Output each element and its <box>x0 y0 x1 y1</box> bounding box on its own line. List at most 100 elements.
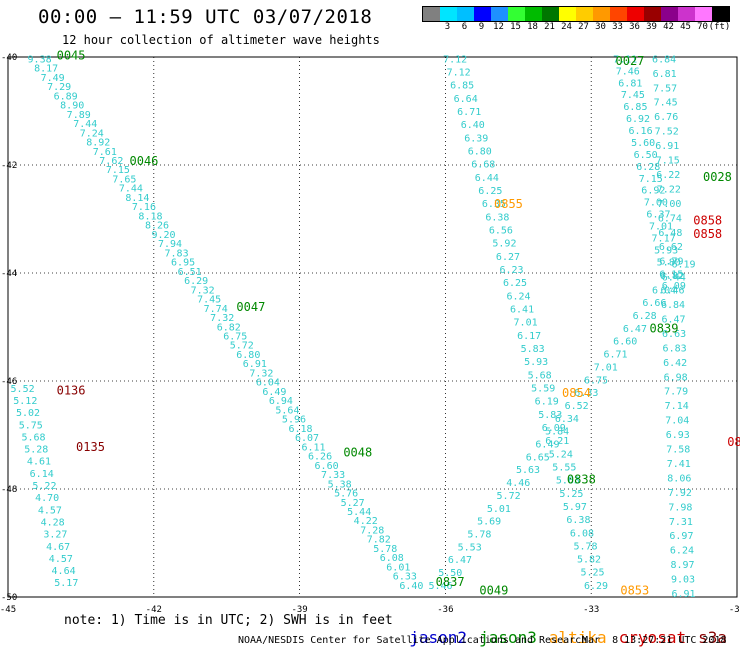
wave-height-value: 6.21 <box>545 436 569 447</box>
wave-height-value: 5.17 <box>54 578 78 589</box>
x-tick-label: -39 <box>291 605 307 615</box>
track: 9.388.177.497.296.898.907.897.447.248.92… <box>28 54 424 592</box>
x-tick-label: -36 <box>437 605 453 615</box>
wave-height-value: 7.83 <box>165 248 189 259</box>
wave-height-value: 7.04 <box>665 416 689 427</box>
wave-height-value: 3.27 <box>43 530 67 541</box>
color-swatch <box>423 7 440 21</box>
pass-time-label: 0045 <box>57 49 86 63</box>
wave-height-value: 6.18 <box>288 424 312 435</box>
pass-time-label: 0136 <box>57 384 86 398</box>
wave-height-value: 6.49 <box>262 387 286 398</box>
y-tick-label: -40 <box>1 53 17 63</box>
wave-height-value: 7.61 <box>93 147 117 158</box>
wave-height-value: 7.58 <box>666 445 690 456</box>
wave-height-value: 5.84 <box>545 427 569 438</box>
pass-time-label: 0028 <box>703 170 732 184</box>
wave-height-value: 7.24 <box>80 128 104 139</box>
map-frame <box>7 56 738 598</box>
wave-height-value: 7.15 <box>106 165 130 176</box>
wave-height-value: 4.64 <box>52 566 76 577</box>
pass-time-label: 0046 <box>130 154 159 168</box>
track: 7.117.466.817.456.856.926.165.606.506.28… <box>613 54 686 292</box>
y-tick-label: -44 <box>1 269 17 279</box>
wave-height-value: 6.39 <box>464 133 488 144</box>
wave-height-value: 6.91 <box>671 589 695 600</box>
track: 6.84 6.81 7.57 7.45 6.76 7.52 6.91 7.15 6.22 7.22… <box>652 54 696 600</box>
wave-height-value: 5.63 <box>516 465 540 476</box>
wave-height-value: 6.15 <box>659 269 683 280</box>
color-scale-label: 21 <box>544 22 555 32</box>
wave-height-value: 4.22 <box>354 516 378 527</box>
color-scale-bar <box>422 6 730 22</box>
track: 5.525.125.025.755.68 5.284.616.145.224.70… <box>11 384 79 589</box>
wave-height-value: 6.28 <box>633 311 657 322</box>
wave-height-value: 7.74 <box>204 304 228 315</box>
color-scale-label: 36 <box>629 22 640 32</box>
wave-height-value: 6.74 <box>658 213 682 224</box>
wave-height-value: 5.50 <box>438 568 462 579</box>
wave-height-value: 6.76 <box>654 112 678 123</box>
legend-cryosat: cryosat <box>618 628 687 647</box>
pass-time-label: 0837 <box>436 575 465 589</box>
wave-height-value: 5.97 <box>563 502 587 513</box>
page-title: 00:00 – 11:59 UTC 03/07/2018 <box>38 6 373 28</box>
wave-height-value: 6.94 <box>269 396 293 407</box>
wave-height-value: 5.76 <box>334 489 358 500</box>
wave-height-value: 6.60 <box>315 461 339 472</box>
wave-height-value: 5.59 <box>531 383 555 394</box>
pass-time-label: 0853 <box>620 583 649 597</box>
wave-height-value: 6.82 <box>660 271 684 282</box>
wave-height-value: 6.33 <box>574 388 598 399</box>
wave-height-value: 6.16 <box>629 126 653 137</box>
wave-height-value: 7.94 <box>158 239 182 250</box>
legend-altika: altika <box>548 628 607 647</box>
wave-height-value: 6.75 <box>584 375 608 386</box>
wave-height-value: 6.89 <box>54 91 78 102</box>
wave-height-value: 6.47 <box>662 314 686 325</box>
wave-height-value: 6.52 <box>565 401 589 412</box>
wave-height-value: 5.12 <box>13 396 37 407</box>
wave-height-value: 6.38 <box>566 515 590 526</box>
wave-height-value: 5.93 <box>524 357 548 368</box>
wave-height-value: 7.98 <box>668 502 692 513</box>
wave-height-value: 5.75 <box>19 420 43 431</box>
y-tick-label: -50 <box>1 593 17 603</box>
wave-height-value: 5.64 <box>275 405 299 416</box>
wave-height-value: 4.67 <box>46 542 70 553</box>
wave-height-value: 8.14 <box>125 193 149 204</box>
wave-height-value: 6.75 <box>223 332 247 343</box>
wave-height-value: 6.34 <box>555 414 579 425</box>
wave-height-value: 6.11 <box>301 442 325 453</box>
color-swatch <box>712 7 729 21</box>
wave-height-value: 8.18 <box>138 211 162 222</box>
x-tick-label: -42 <box>146 605 162 615</box>
wave-height-value: 6.09 <box>542 423 566 434</box>
wave-height-value: 6.38 <box>485 212 509 223</box>
wave-height-value: 6.92 <box>641 186 665 197</box>
x-tick-label: -30 <box>729 605 740 615</box>
wave-height-value: 6.49 <box>535 440 559 451</box>
wave-height-value: 6.09 <box>662 281 686 292</box>
wave-height-value: 6.04 <box>652 285 676 296</box>
wave-height-value: 6.48 <box>658 228 682 239</box>
wave-height-value: 6.19 <box>671 260 695 271</box>
pass-time-label: 0047 <box>236 300 265 314</box>
color-swatch <box>474 7 491 21</box>
wave-height-value: 5.83 <box>521 344 545 355</box>
wave-height-value: 6.56 <box>489 226 513 237</box>
wave-height-value: 4.61 <box>27 457 51 468</box>
wave-height-value: 5.52 <box>11 384 35 395</box>
wave-height-value: 7.44 <box>119 184 143 195</box>
wave-height-value: 6.51 <box>178 267 202 278</box>
wave-height-value: 6.95 <box>171 258 195 269</box>
wave-height-value: 6.41 <box>510 304 534 315</box>
wave-height-value: 6.80 <box>236 350 260 361</box>
pass-time-label: 0838 <box>567 473 596 487</box>
wave-height-value: 6.35 <box>482 199 506 210</box>
x-tick-label: -33 <box>583 605 599 615</box>
pass-time-labels: 0045 0046 0047 0048 0049 0136 0135 0855 0854 0853… <box>57 49 740 598</box>
wave-height-value: 7.22 <box>657 184 681 195</box>
wave-height-value: 7.49 <box>41 73 65 84</box>
wave-height-value: 6.37 <box>646 210 670 221</box>
